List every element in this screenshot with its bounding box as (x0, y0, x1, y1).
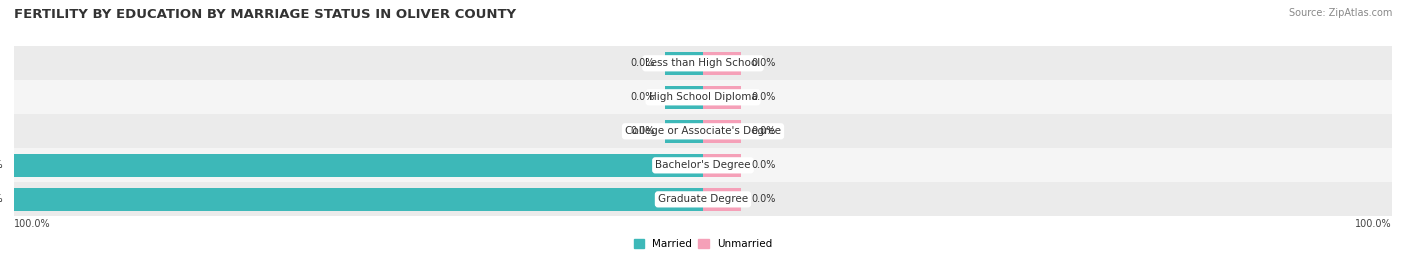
Text: 0.0%: 0.0% (751, 92, 776, 102)
Legend: Married, Unmarried: Married, Unmarried (630, 235, 776, 254)
Text: 0.0%: 0.0% (751, 160, 776, 170)
Bar (665, 86, 703, 109)
Bar (14, 148, 1392, 182)
Bar (703, 86, 741, 109)
Text: 0.0%: 0.0% (751, 194, 776, 204)
Bar (703, 52, 741, 75)
Bar (14, 80, 1392, 114)
Text: 0.0%: 0.0% (751, 58, 776, 68)
Text: 100.0%: 100.0% (1355, 219, 1392, 229)
Text: 0.0%: 0.0% (751, 126, 776, 136)
Text: 100.0%: 100.0% (0, 194, 4, 204)
Text: 0.0%: 0.0% (630, 126, 655, 136)
Bar (14, 182, 1392, 216)
Text: College or Associate's Degree: College or Associate's Degree (626, 126, 780, 136)
Text: Bachelor's Degree: Bachelor's Degree (655, 160, 751, 170)
Bar (703, 188, 741, 211)
Bar (665, 120, 703, 143)
Bar (14, 114, 1392, 148)
Text: 0.0%: 0.0% (630, 92, 655, 102)
Bar (14, 188, 703, 211)
Text: Less than High School: Less than High School (645, 58, 761, 68)
Bar (665, 52, 703, 75)
Bar (703, 154, 741, 177)
Text: 0.0%: 0.0% (630, 58, 655, 68)
Text: High School Diploma: High School Diploma (648, 92, 758, 102)
Text: FERTILITY BY EDUCATION BY MARRIAGE STATUS IN OLIVER COUNTY: FERTILITY BY EDUCATION BY MARRIAGE STATU… (14, 8, 516, 21)
Text: Graduate Degree: Graduate Degree (658, 194, 748, 204)
Bar (14, 46, 1392, 80)
Bar (14, 154, 703, 177)
Text: 100.0%: 100.0% (14, 219, 51, 229)
Text: Source: ZipAtlas.com: Source: ZipAtlas.com (1288, 8, 1392, 18)
Bar (703, 120, 741, 143)
Text: 100.0%: 100.0% (0, 160, 4, 170)
